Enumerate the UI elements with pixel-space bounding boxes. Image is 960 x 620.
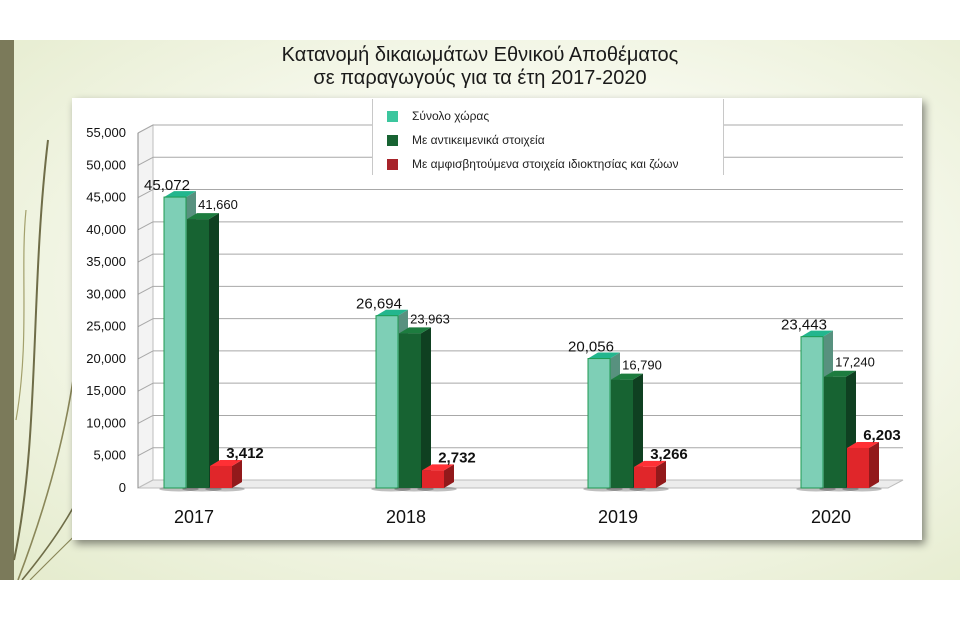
bar-2020-series-1 xyxy=(800,336,824,489)
bar-2019-series-3 xyxy=(634,466,656,488)
bar-side xyxy=(444,464,454,488)
data-label: 20,056 xyxy=(568,339,614,356)
bar-top xyxy=(210,459,242,466)
y-tick-label: 40,000 xyxy=(86,222,126,237)
y-tick-label: 0 xyxy=(119,480,126,495)
bar-side xyxy=(232,459,242,488)
bar-top xyxy=(634,460,666,467)
bar-2018-series-3 xyxy=(422,470,444,488)
bar-2018-series-1 xyxy=(375,315,399,489)
legend-item-disputed: Με αμφισβητούμενα στοιχεία ιδιοκτησίας κ… xyxy=(387,155,678,173)
data-label: 45,072 xyxy=(144,177,190,194)
bar-side xyxy=(656,460,666,488)
gridline-depth xyxy=(137,350,154,360)
legend-label-total: Σύνολο χώρας xyxy=(412,109,490,123)
bar-2019-series-2 xyxy=(611,379,633,488)
y-tick-label: 5,000 xyxy=(93,448,126,463)
data-label: 23,443 xyxy=(781,317,827,334)
gridline-depth xyxy=(137,382,154,392)
chart-title-line-1: Κατανομή δικαιωμάτων Εθνικού Αποθέματος xyxy=(281,44,679,66)
bar-side xyxy=(421,327,431,488)
bar-top xyxy=(422,464,454,471)
x-tick-label: 2020 xyxy=(811,507,851,527)
y-tick-label: 50,000 xyxy=(86,157,126,172)
bar-2017-series-1 xyxy=(163,196,187,489)
legend-item-objective: Με αντικειμενικά στοιχεία xyxy=(387,131,545,149)
bar-2018-series-2 xyxy=(399,333,421,488)
bar-side xyxy=(869,441,879,488)
data-label: 16,790 xyxy=(622,358,662,373)
gridline-depth xyxy=(137,189,154,198)
bar-top xyxy=(187,213,219,220)
gridline-depth xyxy=(137,318,154,328)
chart-title-line-2: σε παραγωγούς για τα έτη 2017-2020 xyxy=(313,67,647,89)
data-label: 6,203 xyxy=(863,427,901,444)
y-tick-label: 20,000 xyxy=(86,351,126,366)
bar-2020-series-2 xyxy=(824,376,846,488)
y-tick-label: 15,000 xyxy=(86,383,126,398)
gridline-depth xyxy=(137,285,154,295)
legend-label-disputed: Με αμφισβητούμενα στοιχεία ιδιοκτησίας κ… xyxy=(412,157,679,171)
left-accent-bar xyxy=(0,40,14,580)
bar-2017-series-3 xyxy=(210,465,232,488)
data-label: 23,963 xyxy=(410,311,450,326)
data-label: 26,694 xyxy=(356,296,402,313)
chart-title: Κατανομή δικαιωμάτων Εθνικού Αποθέματος … xyxy=(160,44,800,90)
y-tick-label: 55,000 xyxy=(86,125,126,140)
legend-label-objective: Με αντικειμενικά στοιχεία xyxy=(412,133,545,147)
floor xyxy=(137,479,904,489)
legend-swatch-disputed xyxy=(387,158,398,170)
x-tick-label: 2017 xyxy=(174,507,214,527)
bar-2017-series-2 xyxy=(187,219,209,488)
bar-2020-series-3 xyxy=(847,447,869,488)
y-tick-label: 30,000 xyxy=(86,286,126,301)
bar-top xyxy=(399,327,431,334)
data-label: 17,240 xyxy=(835,355,875,370)
legend-swatch-objective xyxy=(387,134,398,146)
bar-top xyxy=(376,309,408,316)
bar-top xyxy=(824,370,856,377)
data-label: 41,660 xyxy=(198,197,238,212)
data-label: 2,732 xyxy=(438,449,476,466)
y-tick-label: 10,000 xyxy=(86,415,126,430)
legend-item-total: Σύνολο χώρας xyxy=(387,107,489,125)
x-tick-label: 2019 xyxy=(598,507,638,527)
y-tick-label: 25,000 xyxy=(86,319,126,334)
bar-side xyxy=(633,373,643,488)
data-label: 3,266 xyxy=(650,446,688,463)
gridline-depth xyxy=(137,156,154,166)
legend: Σύνολο χώρας Με αντικειμενικά στοιχεία Μ… xyxy=(372,99,724,175)
bar-2019-series-1 xyxy=(587,358,611,489)
bar-top xyxy=(611,373,643,380)
bar-top xyxy=(164,191,196,198)
gridline-depth xyxy=(137,415,154,424)
x-tick-label: 2018 xyxy=(386,507,426,527)
gridline-depth xyxy=(137,253,154,263)
gridline-depth xyxy=(137,221,154,231)
bar-top xyxy=(588,352,620,359)
bar-top xyxy=(847,441,879,448)
bar-top xyxy=(801,330,833,337)
bar-side xyxy=(209,213,219,488)
gridline-depth xyxy=(137,447,154,457)
y-tick-label: 45,000 xyxy=(86,190,126,205)
data-label: 3,412 xyxy=(226,445,264,462)
y-tick-label: 35,000 xyxy=(86,254,126,269)
gridline-depth xyxy=(137,124,154,134)
legend-swatch-total xyxy=(387,110,398,122)
